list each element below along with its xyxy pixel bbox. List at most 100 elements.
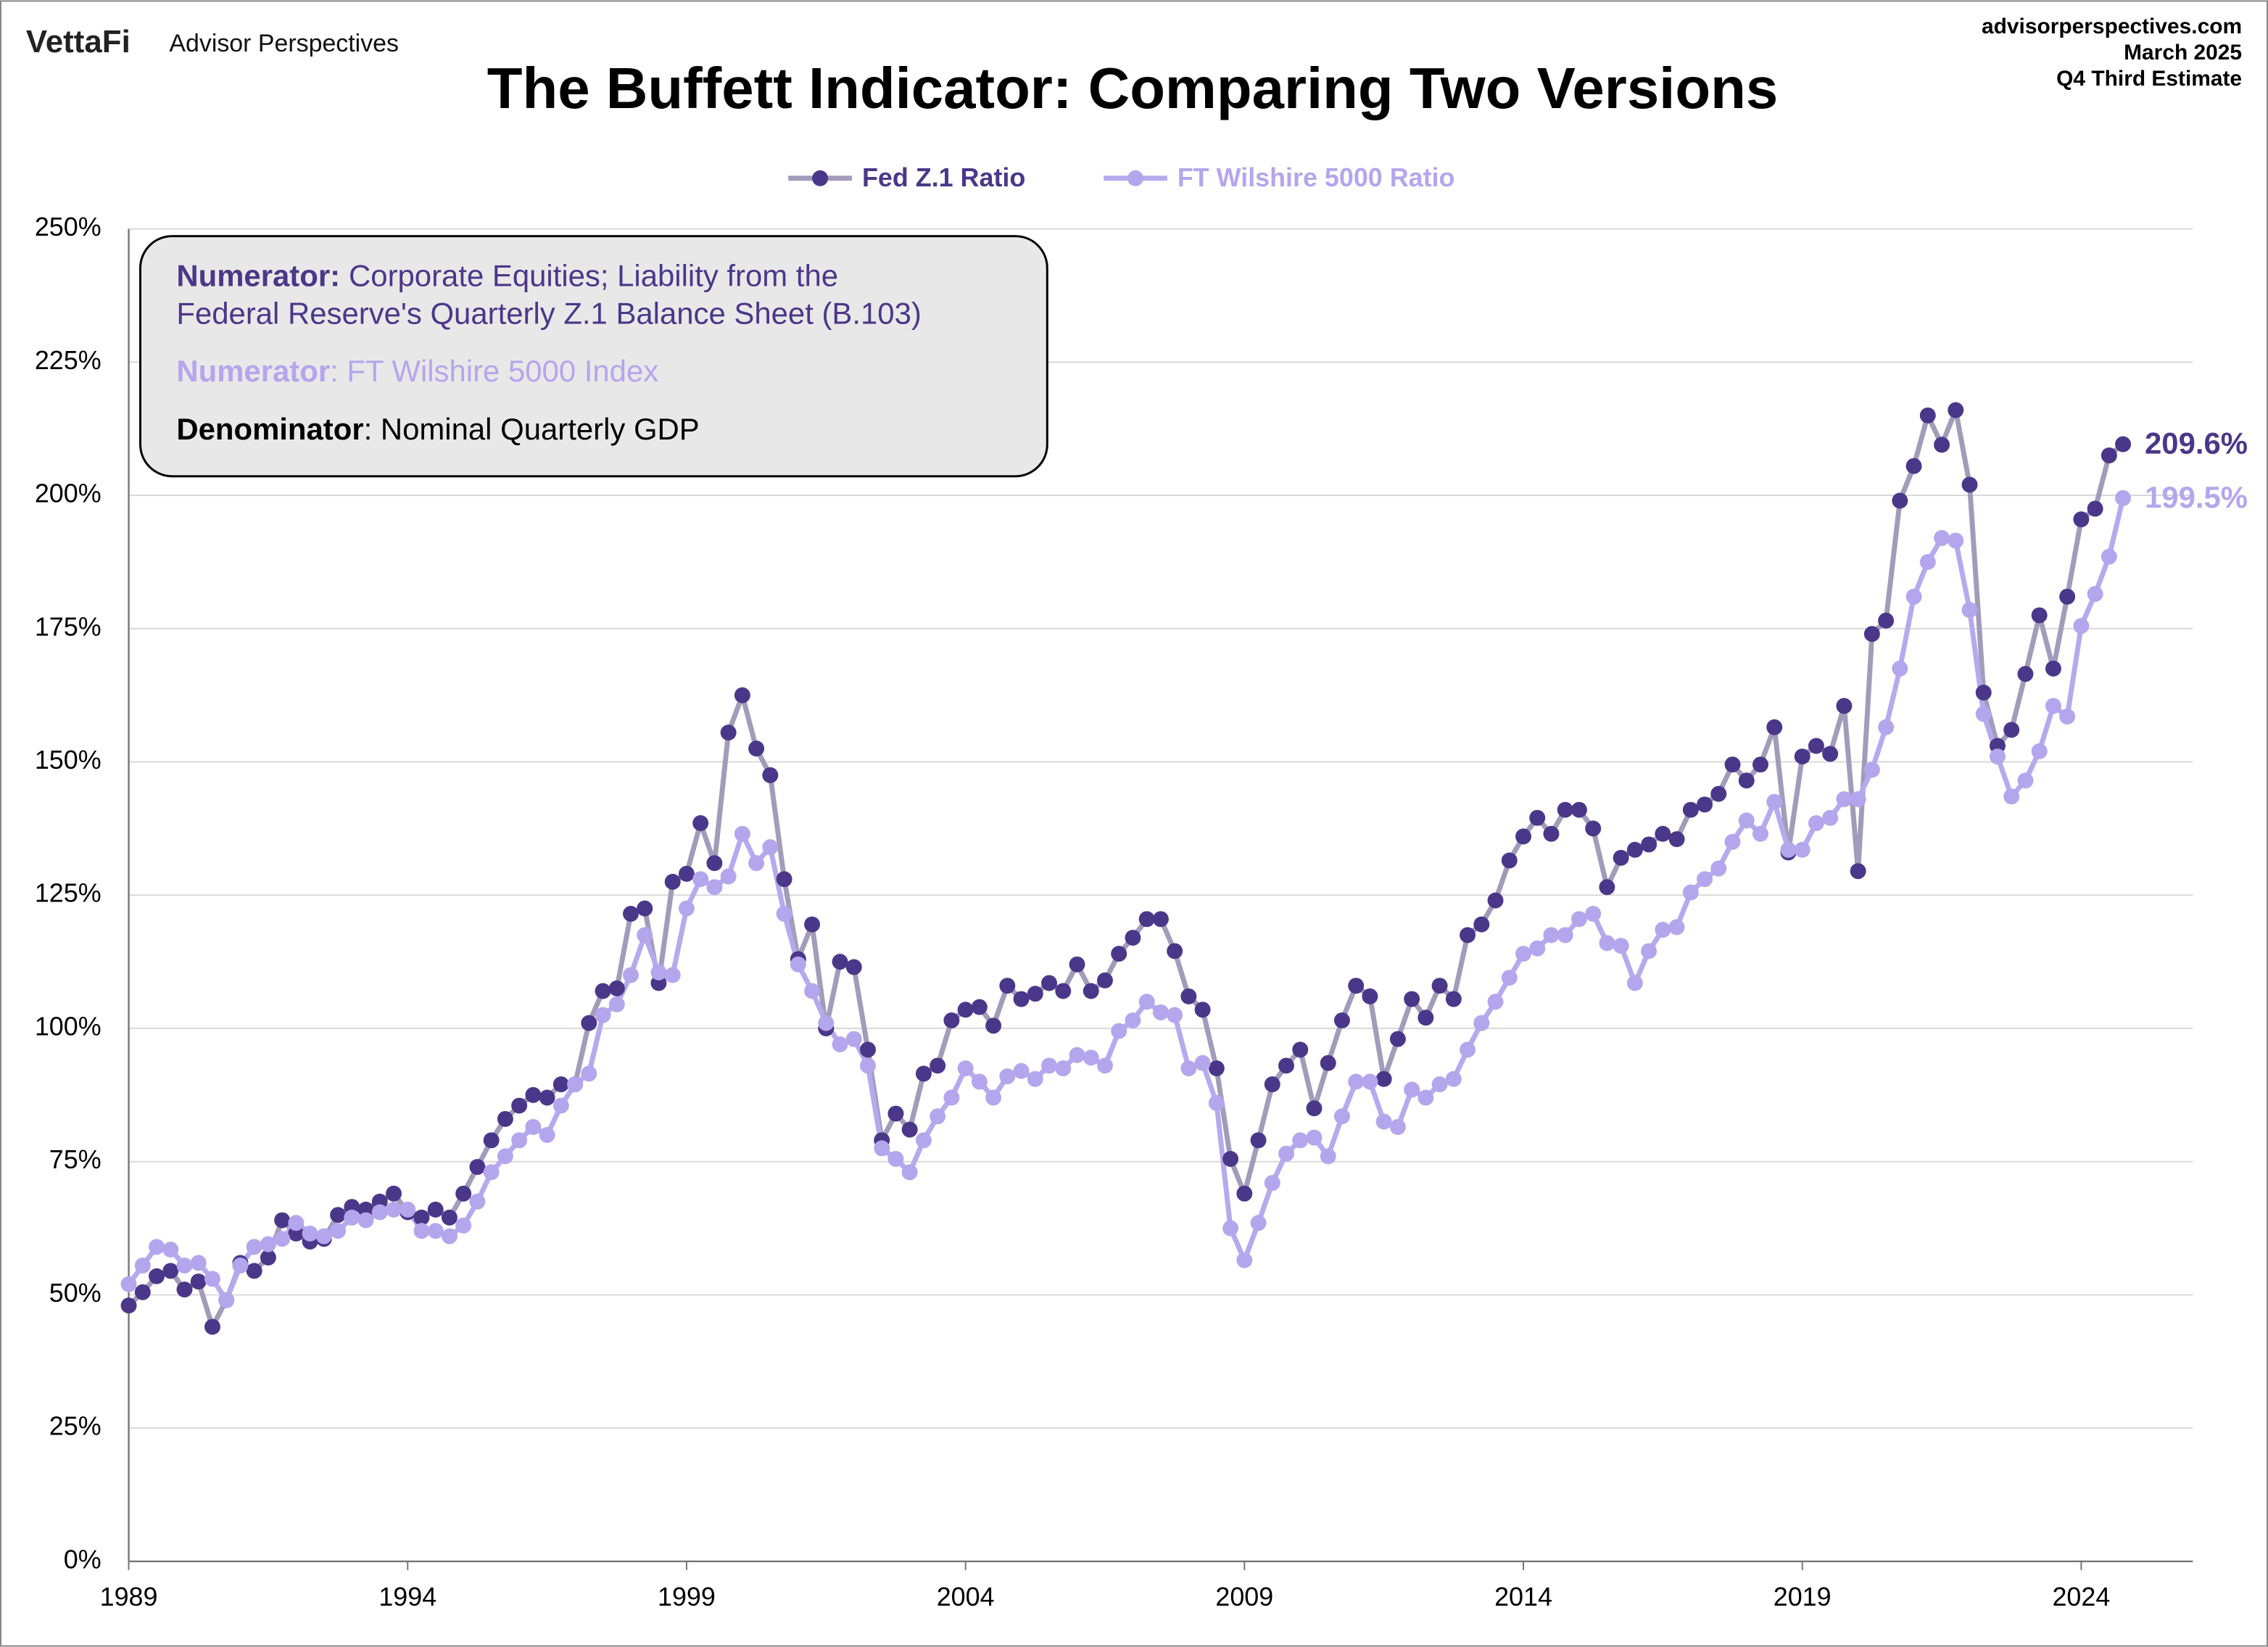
point [1138,911,1155,928]
point [664,873,681,890]
point [1724,756,1741,773]
x-tick-label: 1999 [658,1582,716,1611]
point [637,927,653,944]
point [302,1225,318,1242]
point [623,905,639,922]
point [1766,719,1783,735]
point [1473,916,1490,933]
point [1138,994,1155,1010]
point [581,1065,597,1082]
point [915,1065,932,1082]
x-tick-label: 2019 [1774,1582,1832,1611]
point [1027,986,1043,1002]
point [176,1258,193,1274]
point [985,1089,1002,1106]
point [1333,1108,1350,1125]
point [1515,946,1531,962]
point [1375,1113,1392,1130]
point [483,1164,500,1181]
point [623,967,639,983]
annotation: Numerator: Corporate Equities; Liability … [176,258,838,292]
point [1027,1070,1043,1087]
point [1320,1148,1336,1165]
point [1655,825,1671,842]
point [1557,801,1573,818]
point [427,1201,444,1218]
point [832,954,848,970]
annotation: Federal Reserve's Quarterly Z.1 Balance … [176,296,921,330]
point [1543,825,1560,842]
point [1083,1049,1099,1066]
point [260,1250,276,1266]
point [120,1297,137,1314]
point [748,855,765,872]
point [1111,946,1127,962]
point [678,865,695,882]
point [720,868,737,885]
annotation-text: : FT Wilshire 5000 Index [330,354,658,388]
point [1766,793,1783,810]
y-tick-label: 0% [64,1545,102,1574]
point [1152,1004,1169,1020]
x-tick-label: 2024 [2052,1582,2110,1611]
point [943,1012,960,1028]
annotation-text: : Nominal Quarterly GDP [364,412,700,446]
point [957,1060,974,1077]
point [1041,975,1058,991]
point [832,1036,848,1052]
point [692,815,709,832]
annotation: Denominator: Nominal Quarterly GDP [176,412,699,446]
point [581,1015,597,1031]
point [1362,1073,1378,1090]
point [511,1097,528,1114]
legend-marker [812,170,829,186]
point [901,1164,918,1181]
point [1919,407,1936,424]
point [720,725,737,741]
point [1822,809,1839,826]
x-tick-label: 1989 [100,1582,158,1611]
point [246,1239,262,1255]
point [1543,927,1560,944]
point [1208,1060,1225,1077]
point [706,879,723,896]
point [1069,956,1085,973]
point [2115,490,2132,506]
y-tick-label: 50% [49,1279,102,1308]
point [371,1204,388,1221]
point [1682,801,1699,818]
point [1404,991,1420,1007]
point [1850,791,1866,807]
point [818,1015,835,1031]
point [315,1228,332,1244]
point [552,1076,569,1093]
point [845,959,862,975]
point [1306,1100,1323,1117]
point [874,1140,890,1157]
point [706,855,723,872]
point [1557,927,1573,944]
point [887,1105,904,1122]
point [1863,761,1880,778]
point [134,1258,151,1274]
point [511,1132,528,1149]
point [1460,927,1476,944]
point [776,871,792,888]
point [1418,1089,1434,1106]
point [1515,828,1531,845]
point [1445,991,1462,1007]
point [1613,849,1629,866]
brand: Advisor Perspectives [169,30,399,57]
value-label: 209.6% [2145,426,2248,461]
point [1948,532,1964,549]
point [2115,436,2132,453]
y-tick-label: 200% [35,479,102,508]
point [930,1108,946,1125]
point [357,1212,374,1229]
point [330,1207,347,1223]
legend-label: FT Wilshire 5000 Ratio [1178,163,1455,192]
point [1333,1012,1350,1028]
x-tick-label: 2004 [937,1582,995,1611]
